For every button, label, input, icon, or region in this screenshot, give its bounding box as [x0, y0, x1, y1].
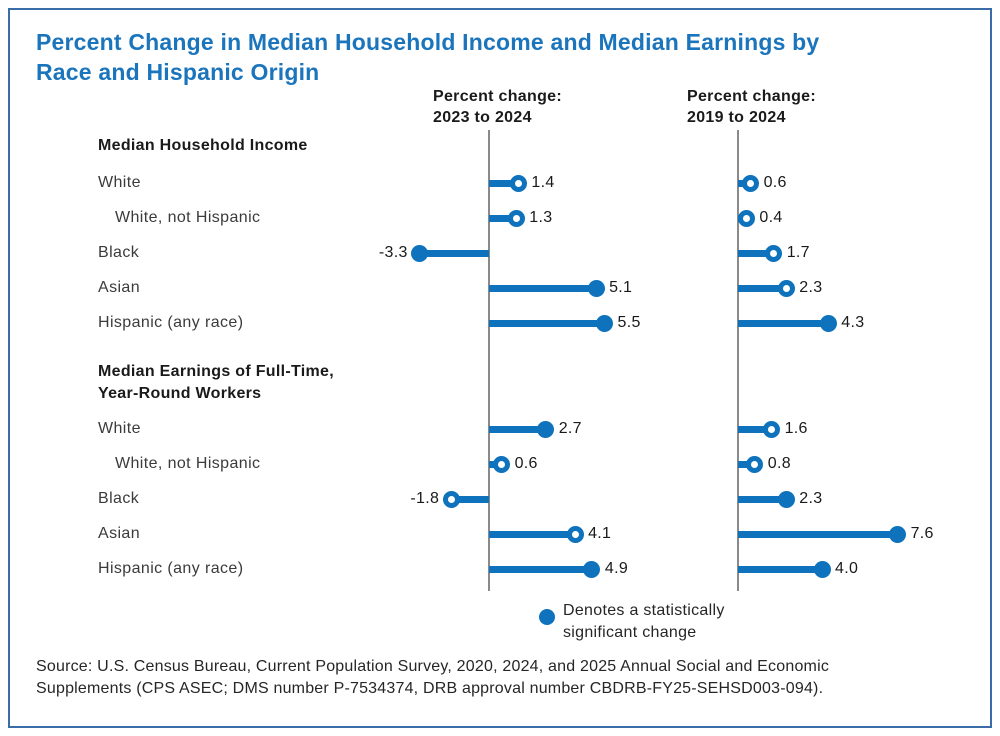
value-label: 5.1 — [609, 279, 633, 296]
value-label: 4.9 — [604, 560, 629, 577]
significant-dot — [813, 560, 831, 578]
significant-dot — [583, 560, 601, 578]
not-significant-dot — [742, 174, 760, 192]
value-label: 2.7 — [558, 420, 582, 437]
group-header-line: Year-Round Workers — [98, 385, 262, 402]
lollipop-stem — [738, 495, 787, 503]
lollipop-stem — [489, 284, 597, 292]
row-label-asian: Asian — [98, 279, 141, 296]
legend-significant-dot-icon — [539, 609, 555, 625]
not-significant-dot — [737, 209, 755, 227]
significant-dot — [411, 244, 429, 262]
panel-header-line: Percent change: — [687, 88, 816, 105]
not-significant-dot — [777, 279, 795, 297]
value-label: 0.4 — [759, 209, 783, 226]
zero-axis-line-panel-2 — [737, 130, 739, 591]
value-label: 1.6 — [784, 420, 808, 437]
group-header: Median Household Income — [98, 135, 308, 157]
row-label-black: Black — [98, 244, 140, 261]
lollipop-stem — [738, 319, 829, 327]
value-label: 0.6 — [514, 455, 538, 472]
panel-header-2023-to-2024: Percent change: 2023 to 2024 — [433, 86, 562, 128]
row-label-black: Black — [98, 490, 140, 507]
value-label: 1.4 — [531, 174, 555, 191]
lollipop-stem — [489, 530, 576, 538]
panel-header-line: 2019 to 2024 — [687, 109, 786, 126]
significant-dot — [587, 279, 605, 297]
source-line-2: Supplements (CPS ASEC; DMS number P-7534… — [36, 680, 824, 697]
row-label-asian: Asian — [98, 525, 141, 542]
not-significant-dot — [507, 209, 525, 227]
not-significant-dot — [493, 455, 511, 473]
not-significant-dot — [509, 174, 527, 192]
value-label: 0.8 — [767, 455, 791, 472]
value-label: 4.0 — [835, 560, 859, 577]
panel-header-line: Percent change: — [433, 88, 562, 105]
lollipop-stem — [738, 565, 822, 573]
value-label: 0.6 — [763, 174, 787, 191]
value-label: 2.3 — [799, 279, 823, 296]
row-label-white-not-hispanic: White, not Hispanic — [115, 209, 261, 226]
row-label-hispanic-any-race: Hispanic (any race) — [98, 560, 244, 577]
panel-header-2019-to-2024: Percent change: 2019 to 2024 — [687, 86, 816, 128]
value-label: 1.3 — [529, 209, 553, 226]
lollipop-stem — [489, 565, 592, 573]
lollipop-stem — [738, 249, 774, 257]
not-significant-dot — [442, 490, 460, 508]
not-significant-dot — [765, 244, 783, 262]
legend-line-2: significant change — [563, 624, 697, 641]
not-significant-dot — [746, 455, 764, 473]
significant-dot — [819, 314, 837, 332]
significant-dot — [777, 490, 795, 508]
group-header: Median Earnings of Full-Time, Year-Round … — [98, 361, 334, 405]
not-significant-dot — [566, 525, 584, 543]
source-note: Source: U.S. Census Bureau, Current Popu… — [36, 656, 829, 700]
value-label: 1.7 — [786, 244, 810, 261]
significant-dot — [596, 314, 613, 332]
zero-axis-line-panel-1 — [488, 130, 490, 591]
significant-dot — [537, 420, 555, 438]
lollipop-stem — [419, 249, 489, 257]
value-label: 2.3 — [799, 490, 823, 507]
value-label: 4.1 — [588, 525, 612, 542]
figure-title-line-2: Race and Hispanic Origin — [36, 59, 320, 85]
group-header-line: Median Household Income — [98, 137, 308, 154]
legend-line-1: Denotes a statistically — [563, 602, 725, 619]
value-label: 5.5 — [617, 314, 641, 331]
value-label: -1.8 — [410, 490, 440, 507]
source-line-1: Source: U.S. Census Bureau, Current Popu… — [36, 658, 830, 675]
group-header-line: Median Earnings of Full-Time, — [98, 363, 334, 380]
figure-title: Percent Change in Median Household Incom… — [36, 27, 819, 87]
lollipop-stem — [738, 530, 898, 538]
lollipop-stem — [489, 319, 605, 327]
panel-header-line: 2023 to 2024 — [433, 109, 532, 126]
row-label-white: White — [98, 420, 141, 437]
row-label-hispanic-any-race: Hispanic (any race) — [98, 314, 244, 331]
lollipop-stem — [489, 425, 546, 433]
value-label: 4.3 — [841, 314, 865, 331]
lollipop-stem — [489, 214, 517, 222]
row-label-white: White — [98, 174, 141, 191]
lollipop-stem — [738, 425, 772, 433]
legend: Denotes a statistically significant chan… — [563, 600, 725, 644]
row-label-white-not-hispanic: White, not Hispanic — [115, 455, 261, 472]
significant-dot — [889, 525, 907, 543]
value-label: -3.3 — [378, 244, 408, 261]
lollipop-stem — [489, 179, 519, 187]
figure-title-line-1: Percent Change in Median Household Incom… — [36, 29, 820, 55]
value-label: 7.6 — [910, 525, 934, 542]
lollipop-stem — [738, 284, 787, 292]
not-significant-dot — [763, 420, 781, 438]
lollipop-stem — [451, 495, 489, 503]
